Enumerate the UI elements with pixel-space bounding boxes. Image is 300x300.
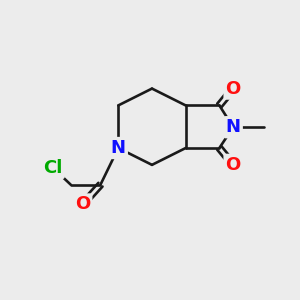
Text: O: O: [226, 156, 241, 174]
Text: O: O: [226, 80, 241, 98]
Text: N: N: [226, 118, 241, 136]
Text: N: N: [111, 139, 126, 157]
Text: O: O: [75, 196, 90, 214]
Text: Cl: Cl: [43, 159, 63, 177]
